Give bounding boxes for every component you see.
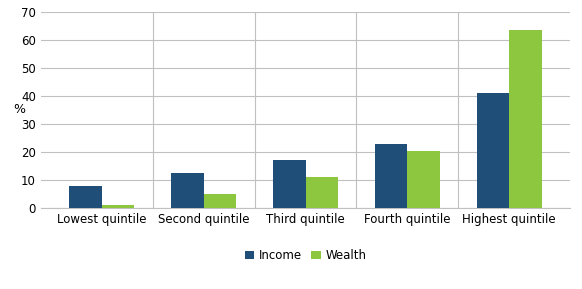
- Bar: [273, 160, 306, 208]
- Y-axis label: %: %: [13, 103, 26, 116]
- Bar: [477, 93, 509, 208]
- Bar: [407, 151, 440, 208]
- Bar: [306, 177, 338, 208]
- Bar: [509, 30, 542, 208]
- Bar: [171, 173, 204, 208]
- Bar: [69, 186, 102, 208]
- Bar: [204, 194, 236, 208]
- Bar: [102, 205, 134, 208]
- Bar: [375, 144, 407, 208]
- Legend: Income, Wealth: Income, Wealth: [244, 249, 367, 262]
